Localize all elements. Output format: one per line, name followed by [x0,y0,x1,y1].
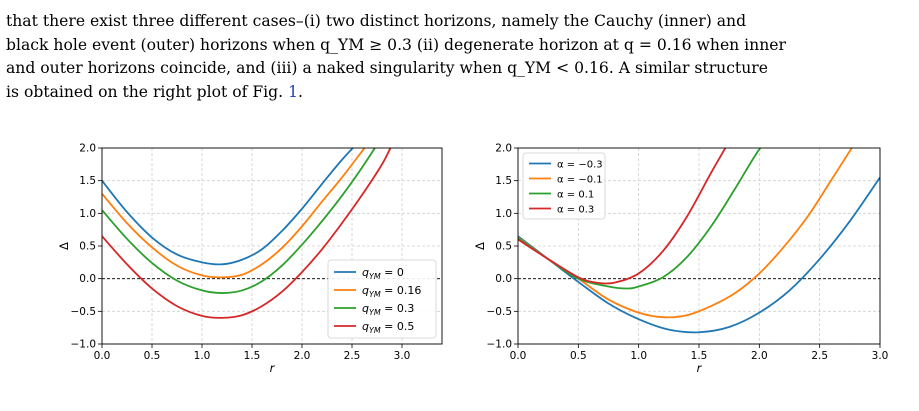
paragraph-line-4-text: is obtained on the right plot of Fig. [6,82,289,101]
y-tick-label: −1.0 [487,339,513,351]
paragraph-line-2: black hole event (outer) horizons when q… [6,35,786,54]
right-delta-plot: 0.0 0.5 1.0 1.5 2.0 2.5 3.0 −1.0 −0.5 0.0 0.5 1.0 1.… [473,143,889,376]
x-axis-label: r [270,361,276,375]
y-tick-label: 1.0 [495,208,512,220]
x-tick-label: 2.5 [811,350,828,362]
y-tick-label: −0.5 [71,306,97,318]
y-tick-label: 2.0 [495,143,512,155]
legend-box [327,259,437,339]
series-line [102,148,376,294]
x-tick-label: 0.5 [144,350,161,362]
legend-entry: qYM = 0 [362,266,404,281]
series-line [102,148,366,279]
x-tick-label: 0.5 [570,350,587,362]
legend-entry: α = 0.1 [557,189,594,200]
y-tick-label: −1.0 [71,339,97,351]
x-tick-label: 3.0 [872,350,889,362]
x-tick-label: 1.5 [691,350,708,362]
y-tick-label: 0.0 [495,273,512,285]
series-line [518,148,762,290]
paragraph-line-4-end: . [297,82,303,101]
y-tick-label: 1.0 [79,208,96,220]
series-group [102,148,392,319]
axes-frame [101,147,443,345]
legend: qYM = 0 qYM = 0.16 qYM = 0.3 qYM = 0.5 [327,259,437,339]
y-axis-label: Δ [57,242,71,250]
y-tick-label: 0.5 [495,241,512,253]
x-tick-label: 3.0 [394,350,411,362]
x-tick-label: 0.0 [510,350,527,362]
legend-entry: qYM = 0.5 [362,320,414,335]
legend-entry: α = −0.3 [557,159,603,170]
legend-entry: qYM = 0.16 [362,284,421,299]
x-tick-label: 1.0 [194,350,211,362]
series-group [518,148,880,334]
y-tick-label: 0.5 [79,241,96,253]
series-line [518,148,727,285]
y-tick-label: 0.0 [79,273,96,285]
legend-box [522,152,606,220]
series-line [102,148,392,319]
y-tick-label: 1.5 [79,175,96,187]
x-tick-label: 2.5 [344,350,361,362]
x-tick-label: 1.5 [244,350,261,362]
paragraph-line-4: is obtained on the right plot of Fig. 1. [6,81,912,105]
legend-entry: α = −0.1 [557,174,603,185]
paragraph-line-1: that there exist three different cases–(… [6,12,747,30]
y-axis-label: Δ [473,242,487,250]
x-tick-label: 0.0 [94,350,111,362]
x-axis-label: r [697,361,703,375]
legend-entry: qYM = 0.3 [362,302,414,317]
figure-reference-link[interactable]: 1 [288,82,298,101]
series-line [102,148,354,266]
series-line [518,176,880,334]
paragraph-line-3: and outer horizons coincide, and (iii) a… [6,59,768,77]
legend: α = −0.3 α = −0.1 α = 0.1 α = 0.3 [522,152,606,220]
y-tick-label: 2.0 [79,143,96,155]
x-tick-label: 1.0 [630,350,647,362]
paper-paragraph: that there exist three different cases–(… [6,10,912,104]
x-tick-label: 2.0 [294,350,311,362]
axes-frame [517,147,881,345]
y-tick-label: −0.5 [487,306,513,318]
legend-entry: α = 0.3 [557,204,594,215]
y-tick-label: 1.5 [495,175,512,187]
x-tick-label: 2.0 [751,350,768,362]
left-delta-plot: 0.0 0.5 1.0 1.5 2.0 2.5 3.0 −1.0 −0.5 0.0 0.5 1.0 1.… [57,143,443,375]
